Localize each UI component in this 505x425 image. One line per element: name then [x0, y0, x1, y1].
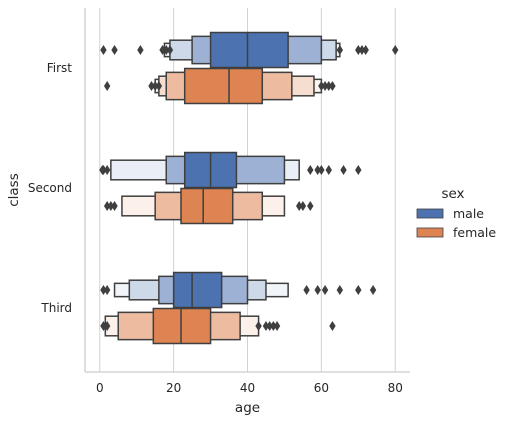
outlier-first-male-6	[336, 45, 344, 55]
outlier-third-female-3	[262, 321, 270, 331]
outlier-first-female-4	[318, 81, 325, 91]
outlier-first-male-0	[100, 45, 107, 55]
outlier-second-female-3	[296, 201, 303, 211]
outlier-second-male-6	[325, 165, 332, 175]
boxen-third-female	[100, 307, 336, 345]
outlier-second-male-8	[355, 165, 362, 175]
legend-swatch-female	[416, 227, 444, 238]
boxen-third-male	[100, 271, 377, 309]
y-tick-label-first: First	[47, 61, 73, 75]
legend-item-female: female	[416, 225, 496, 240]
outlier-third-female-4	[266, 321, 273, 331]
axes: 0 20 40 60 80 First Second Third age class	[6, 8, 410, 416]
outlier-first-male-10	[392, 45, 399, 55]
outlier-first-male-3	[159, 45, 166, 55]
x-tick-label-40: 40	[240, 381, 255, 395]
boxen-box-second-female-0	[180, 187, 234, 225]
outlier-third-male-4	[321, 285, 329, 295]
outlier-second-female-2	[111, 201, 118, 211]
outlier-second-male-1	[100, 165, 107, 175]
legend-label-female: female	[453, 225, 496, 240]
outlier-third-male-1	[103, 285, 111, 295]
outlier-second-female-5	[307, 201, 314, 211]
outlier-third-female-6	[273, 321, 281, 331]
outlier-third-female-2	[255, 321, 262, 331]
outlier-first-female-0	[103, 81, 111, 91]
outlier-second-female-4	[299, 201, 307, 211]
outlier-first-male-9	[362, 45, 369, 55]
outlier-first-male-1	[111, 45, 118, 55]
outlier-third-female-7	[329, 321, 336, 331]
x-tick-label-20: 20	[166, 381, 181, 395]
boxen-plot-area	[99, 31, 399, 345]
legend-item-male: male	[416, 206, 484, 221]
boxen-box-third-male-0	[172, 271, 223, 309]
outlier-third-female-0	[100, 321, 107, 331]
legend-swatch-male	[416, 208, 444, 219]
x-tick-label-60: 60	[314, 381, 329, 395]
outlier-first-female-1	[148, 81, 155, 91]
outlier-third-male-0	[100, 285, 107, 295]
outlier-third-male-7	[369, 285, 377, 295]
boxen-box-third-female-0	[152, 307, 212, 345]
outlier-third-male-3	[314, 285, 321, 295]
outlier-third-male-5	[336, 285, 344, 295]
outlier-second-male-5	[318, 165, 325, 175]
boxen-second-male	[99, 151, 362, 189]
x-tick-label-0: 0	[96, 381, 104, 395]
outlier-first-female-2	[151, 81, 159, 91]
outlier-first-male-2	[137, 45, 144, 55]
outlier-third-male-2	[303, 285, 310, 295]
outlier-first-female-5	[321, 81, 329, 91]
outlier-second-male-7	[340, 165, 347, 175]
legend-title: sex	[441, 186, 464, 202]
legend-label-male: male	[453, 206, 484, 221]
outlier-first-male-4	[163, 45, 170, 55]
outlier-first-female-3	[155, 81, 163, 91]
boxen-first-female	[103, 67, 336, 105]
outlier-second-female-1	[107, 201, 115, 211]
x-tick-label-80: 80	[388, 381, 403, 395]
y-axis-label: class	[6, 173, 22, 207]
boxen-first-male	[100, 31, 399, 69]
outlier-second-female-0	[103, 201, 111, 211]
y-tick-label-second: Second	[28, 181, 72, 195]
x-axis-label: age	[235, 400, 260, 416]
outlier-third-female-1	[103, 321, 111, 331]
outlier-third-male-6	[355, 285, 362, 295]
outlier-first-male-8	[358, 45, 366, 55]
boxen-box-first-female-0	[183, 67, 264, 105]
y-tick-label-third: Third	[40, 301, 72, 315]
outlier-first-male-5	[166, 45, 174, 55]
outlier-second-male-3	[307, 165, 314, 175]
boxen-box-first-male-0	[209, 31, 289, 69]
outlier-first-female-6	[325, 81, 332, 91]
outlier-third-female-5	[270, 321, 277, 331]
outlier-second-male-4	[314, 165, 321, 175]
boxen-second-female	[103, 187, 314, 225]
outlier-second-male-2	[103, 165, 111, 175]
legend: sex male female	[416, 186, 496, 240]
outlier-first-female-7	[329, 81, 336, 91]
outlier-first-male-7	[355, 45, 362, 55]
